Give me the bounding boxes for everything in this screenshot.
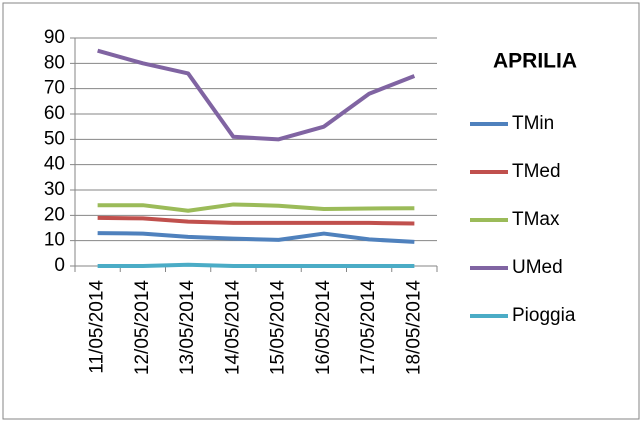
y-tick-label: 20 (44, 204, 65, 225)
y-tick-label: 40 (44, 154, 65, 175)
y-tick-label: 80 (44, 52, 65, 73)
series-line (97, 231, 415, 244)
y-tick-label: 0 (54, 255, 65, 276)
legend-label: Pioggia (512, 305, 576, 326)
legend-label: UMed (512, 257, 563, 278)
chart-title: APRILIA (493, 50, 577, 73)
series-line (97, 202, 415, 213)
y-tick-label: 30 (44, 179, 65, 200)
x-tick-label: 11/05/2014 (87, 280, 108, 374)
x-tick-label: 15/05/2014 (268, 280, 289, 376)
y-tick-label: 10 (44, 230, 65, 251)
legend-label: TMed (512, 161, 561, 182)
series-line (97, 48, 416, 142)
y-tick-label: 70 (44, 78, 65, 99)
series-line (97, 215, 415, 226)
y-tick-label: 60 (44, 103, 65, 124)
x-tick-label: 12/05/2014 (132, 280, 153, 376)
x-tick-label: 18/05/2014 (403, 280, 424, 376)
x-tick-label: 14/05/2014 (222, 280, 243, 376)
y-tick-label: 50 (44, 128, 65, 149)
x-tick-label: 17/05/2014 (358, 280, 379, 376)
series-line (97, 262, 415, 268)
x-tick-label: 16/05/2014 (313, 280, 334, 376)
legend-label: TMax (512, 209, 560, 230)
y-tick-label: 90 (44, 27, 65, 48)
x-tick-label: 13/05/2014 (177, 280, 198, 376)
legend-label: TMin (512, 113, 554, 134)
